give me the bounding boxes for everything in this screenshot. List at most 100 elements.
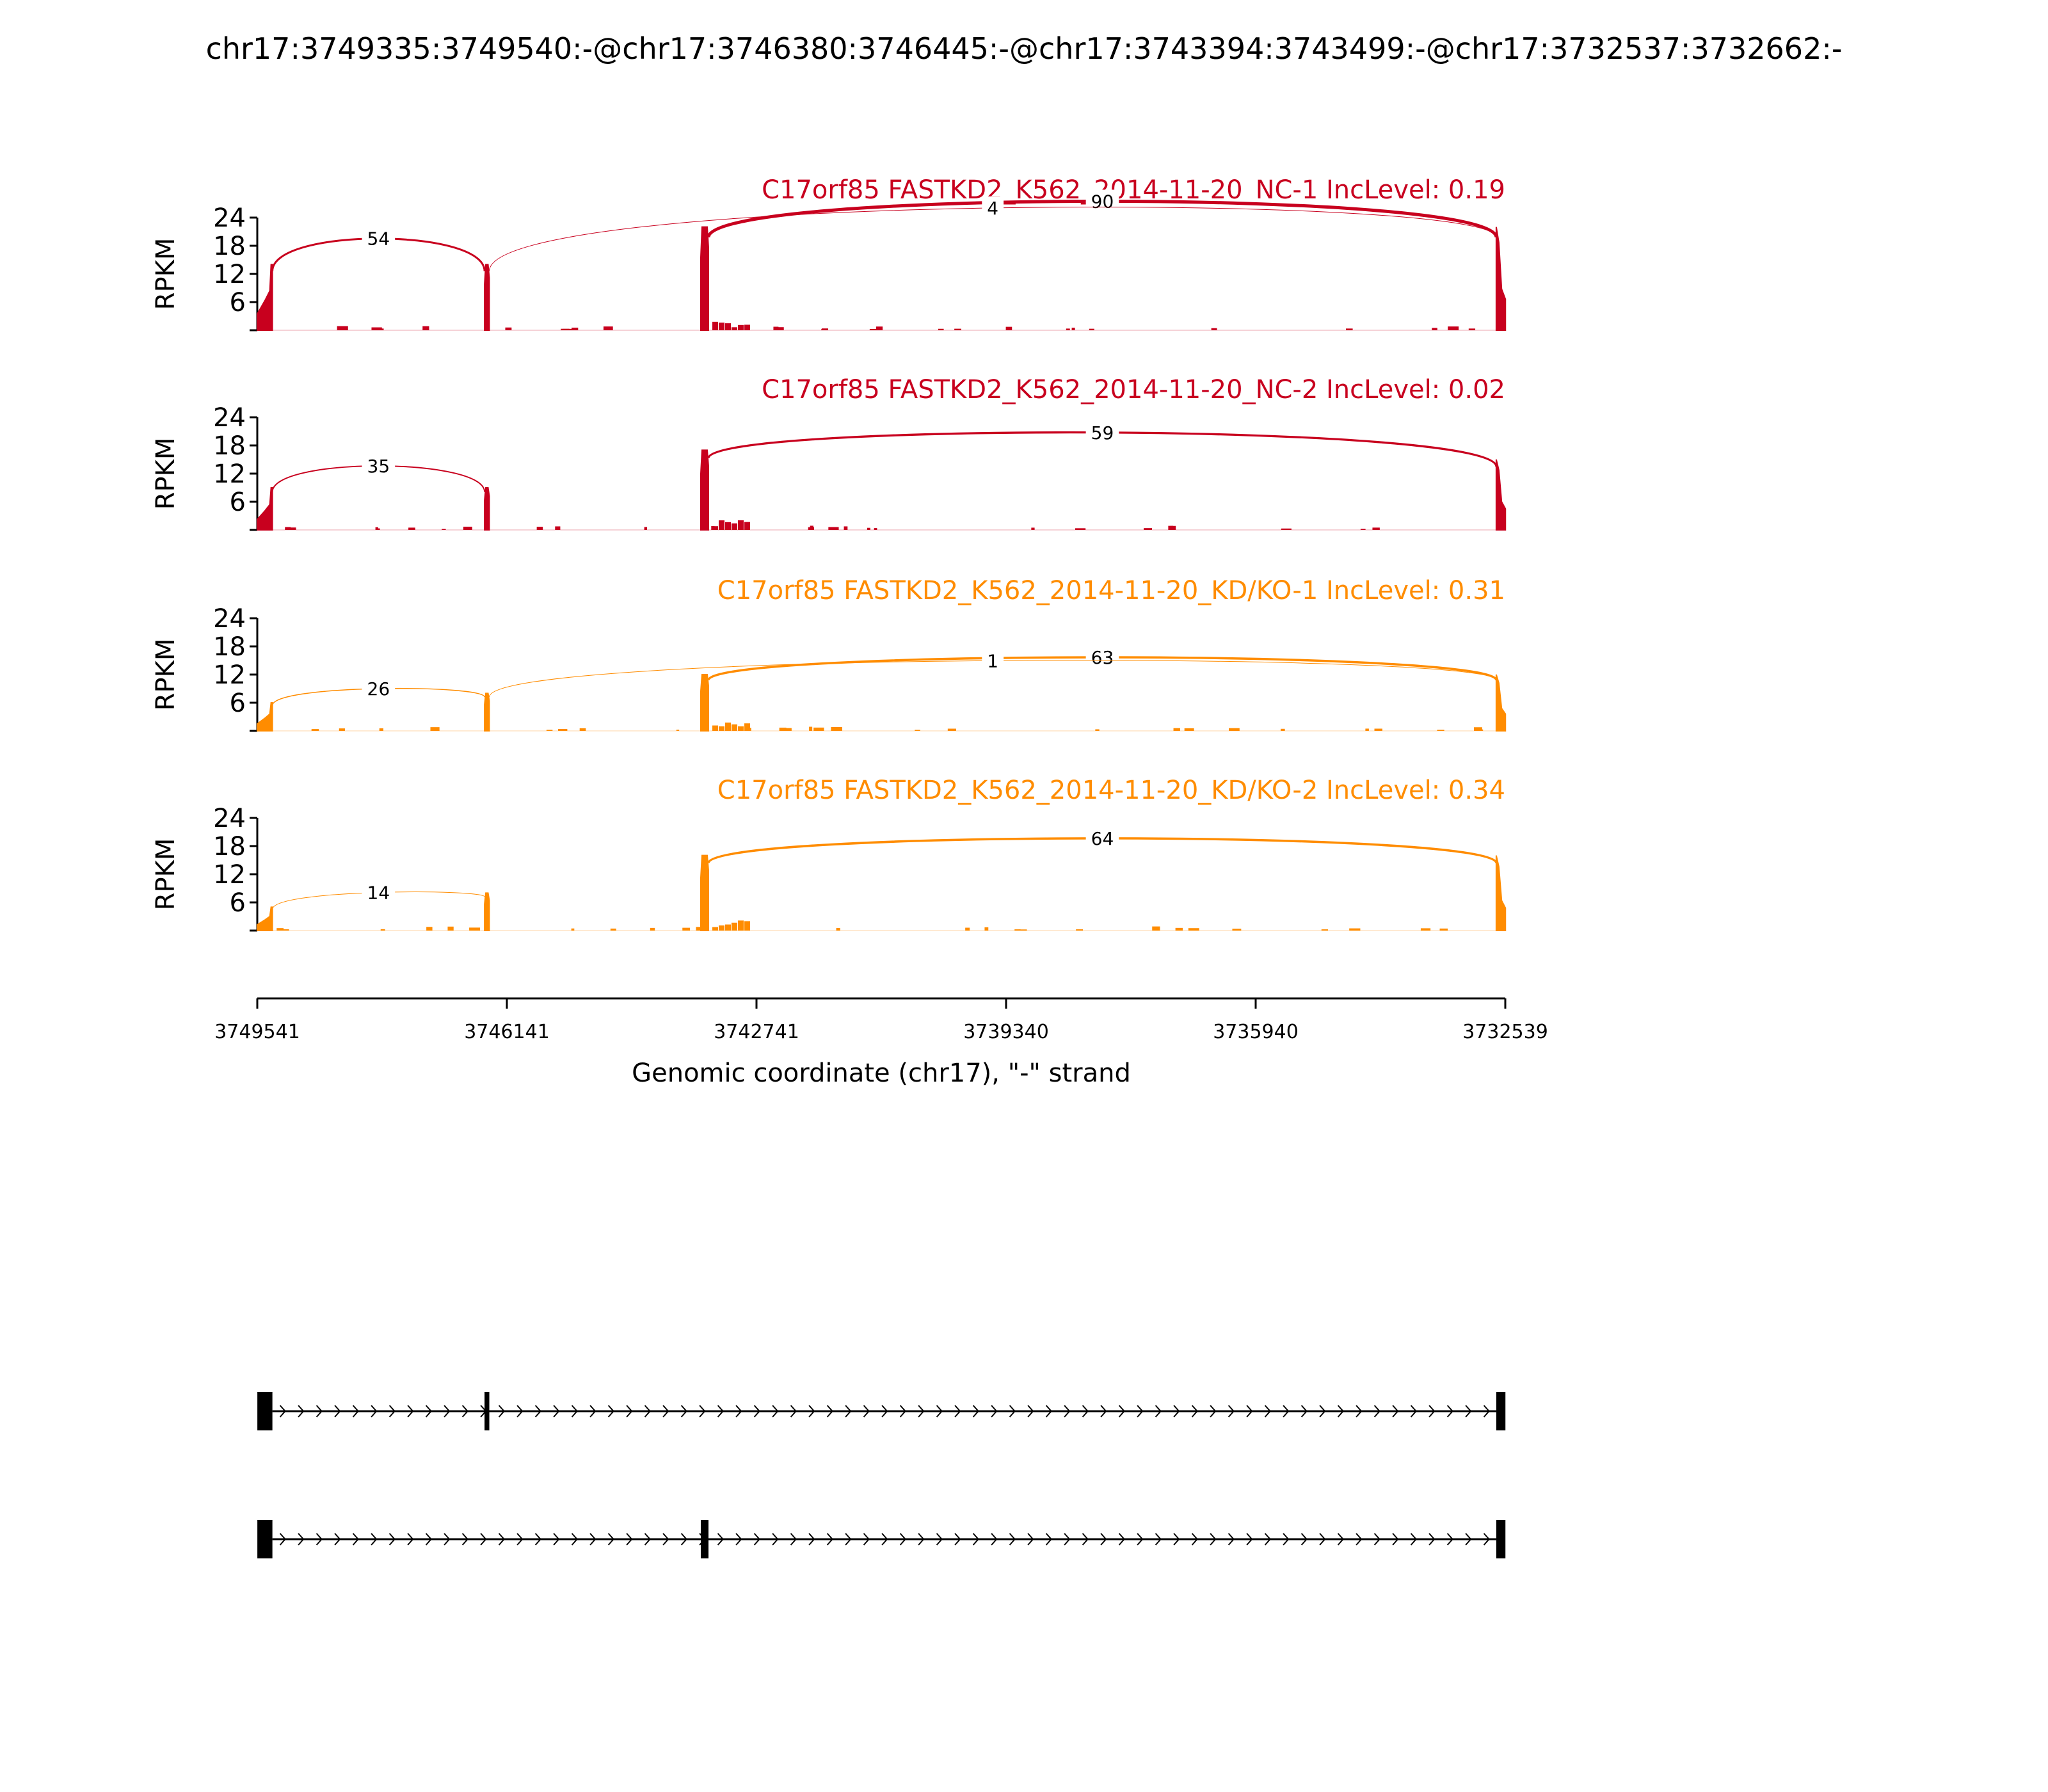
exon-coverage-2 xyxy=(484,487,490,531)
strand-arrow-icon xyxy=(1155,1405,1162,1418)
read-bump xyxy=(965,927,970,931)
strand-arrow-icon xyxy=(808,1405,815,1418)
read-bump xyxy=(1372,527,1380,530)
junction-count-label: 90 xyxy=(1091,191,1114,212)
read-bump xyxy=(682,927,691,931)
strand-arrow-icon xyxy=(298,1533,305,1546)
strand-arrow-icon xyxy=(334,1533,341,1546)
strand-arrow-icon xyxy=(1137,1533,1144,1546)
strand-arrow-icon xyxy=(826,1405,833,1418)
track-4: C17orf85 FASTKD2_K562_2014-11-20_KD/KO-2… xyxy=(151,776,1507,932)
read-bump xyxy=(1281,728,1285,731)
x-tick-label: 3749541 xyxy=(214,1021,300,1043)
strand-arrow-icon xyxy=(1100,1405,1107,1418)
strand-arrow-icon xyxy=(936,1533,943,1546)
read-bump xyxy=(379,728,384,731)
read-bump xyxy=(1437,730,1444,731)
read-bump xyxy=(1184,728,1194,731)
plot-title: chr17:3749335:3749540:-@chr17:3746380:37… xyxy=(206,31,1843,66)
exon-block xyxy=(257,1520,273,1558)
y-tick-label: 24 xyxy=(213,403,246,433)
exon-coverage-1 xyxy=(257,702,273,732)
read-bump xyxy=(380,929,385,931)
read-bump xyxy=(1374,728,1382,731)
strand-arrow-icon xyxy=(1337,1405,1344,1418)
strand-arrow-icon xyxy=(1465,1405,1472,1418)
isoform-1 xyxy=(257,1392,1506,1430)
read-bump xyxy=(555,526,561,530)
read-bump xyxy=(442,529,446,530)
read-bump xyxy=(1232,929,1242,931)
strand-arrow-icon xyxy=(1465,1533,1472,1546)
read-bump xyxy=(337,326,348,330)
read-bump xyxy=(1475,729,1484,731)
junction-label-bg xyxy=(1085,826,1119,851)
read-bump xyxy=(1468,328,1476,330)
read-bump xyxy=(463,526,472,530)
read-bump xyxy=(719,520,725,530)
strand-arrow-icon xyxy=(735,1533,742,1546)
strand-arrow-icon xyxy=(279,1533,286,1546)
junction-count-label: 4 xyxy=(987,198,998,219)
exon-coverage-1 xyxy=(257,264,273,331)
read-bump xyxy=(1211,328,1217,330)
strand-arrow-icon xyxy=(1283,1533,1290,1546)
read-bump xyxy=(744,324,751,330)
strand-arrow-icon xyxy=(1137,1405,1144,1418)
read-bump xyxy=(430,727,440,731)
read-bump xyxy=(1071,327,1075,330)
read-bump xyxy=(947,728,956,731)
junction-count-label: 1 xyxy=(987,650,998,671)
read-bump xyxy=(744,921,751,931)
x-axis-label: Genomic coordinate (chr17), "-" strand xyxy=(632,1059,1131,1088)
strand-arrow-icon xyxy=(553,1405,560,1418)
strand-arrow-icon xyxy=(680,1533,687,1546)
y-tick-label: 18 xyxy=(213,232,246,261)
strand-arrow-icon xyxy=(1428,1405,1436,1418)
strand-arrow-icon xyxy=(425,1533,432,1546)
junction-count-label: 35 xyxy=(367,456,390,477)
junction-label-bg xyxy=(1085,646,1119,670)
x-tick-label: 3742741 xyxy=(714,1021,799,1043)
read-bump xyxy=(650,927,655,931)
read-bump xyxy=(984,927,989,931)
strand-arrow-icon xyxy=(991,1533,998,1546)
junction-count-label: 54 xyxy=(367,228,390,250)
strand-arrow-icon xyxy=(1155,1533,1162,1546)
strand-arrow-icon xyxy=(1300,1405,1308,1418)
read-bump xyxy=(836,928,840,931)
strand-arrow-icon xyxy=(589,1533,596,1546)
strand-arrow-icon xyxy=(534,1533,541,1546)
strand-arrow-icon xyxy=(316,1405,323,1418)
read-bump xyxy=(311,729,319,731)
strand-arrow-icon xyxy=(790,1533,797,1546)
strand-arrow-icon xyxy=(1373,1405,1380,1418)
strand-arrow-icon xyxy=(717,1533,724,1546)
strand-arrow-icon xyxy=(1009,1405,1016,1418)
read-bump xyxy=(831,726,842,731)
strand-arrow-icon xyxy=(863,1405,870,1418)
read-bump xyxy=(1188,928,1199,931)
strand-arrow-icon xyxy=(1356,1405,1363,1418)
exon-coverage-4 xyxy=(1495,674,1507,732)
read-bump xyxy=(1432,328,1437,330)
read-bump xyxy=(339,728,345,731)
strand-arrow-icon xyxy=(1283,1405,1290,1418)
read-bump xyxy=(558,728,568,731)
exon-block xyxy=(1496,1392,1506,1430)
strand-arrow-icon xyxy=(991,1405,998,1418)
strand-arrow-icon xyxy=(1264,1533,1271,1546)
read-bump xyxy=(571,928,575,931)
y-tick-label: 18 xyxy=(213,431,246,461)
read-bump xyxy=(1281,528,1292,530)
read-bump xyxy=(1345,328,1353,330)
exon-block xyxy=(700,1520,709,1558)
junction-count-label: 14 xyxy=(367,882,390,903)
strand-arrow-icon xyxy=(1191,1405,1198,1418)
junction-count-label: 63 xyxy=(1091,647,1114,668)
strand-arrow-icon xyxy=(918,1533,925,1546)
read-bump xyxy=(372,328,384,330)
x-tick-label: 3746141 xyxy=(464,1021,550,1043)
junction-count-label: 26 xyxy=(367,678,390,700)
strand-arrow-icon xyxy=(881,1405,888,1418)
